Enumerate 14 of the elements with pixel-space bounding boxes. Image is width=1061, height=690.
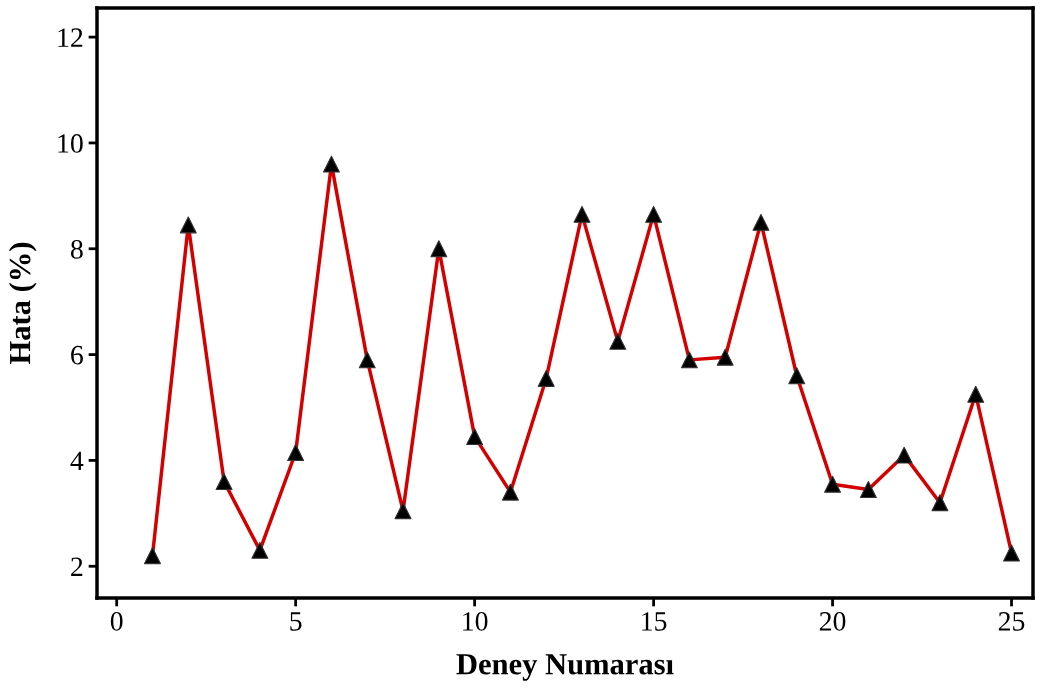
x-tick-label: 20 [819,612,846,631]
y-tick-label: 2 [71,557,83,576]
y-tick-label: 4 [70,451,84,471]
x-tick-label: 15 [642,612,667,631]
y-tick-label: 12 [58,28,83,47]
y-tick-label: 8 [70,239,83,259]
x-tick-label: 10 [463,612,488,631]
x-axis-title: Deney Numarası [456,654,674,681]
y-axis-title: Hata (%) [8,242,37,364]
x-tick-label: 0 [110,612,123,631]
y-tick-label: 10 [58,134,83,153]
x-tick-label: 25 [998,612,1025,631]
x-tick-label: 5 [290,612,302,631]
y-tick-label: 6 [71,345,83,365]
